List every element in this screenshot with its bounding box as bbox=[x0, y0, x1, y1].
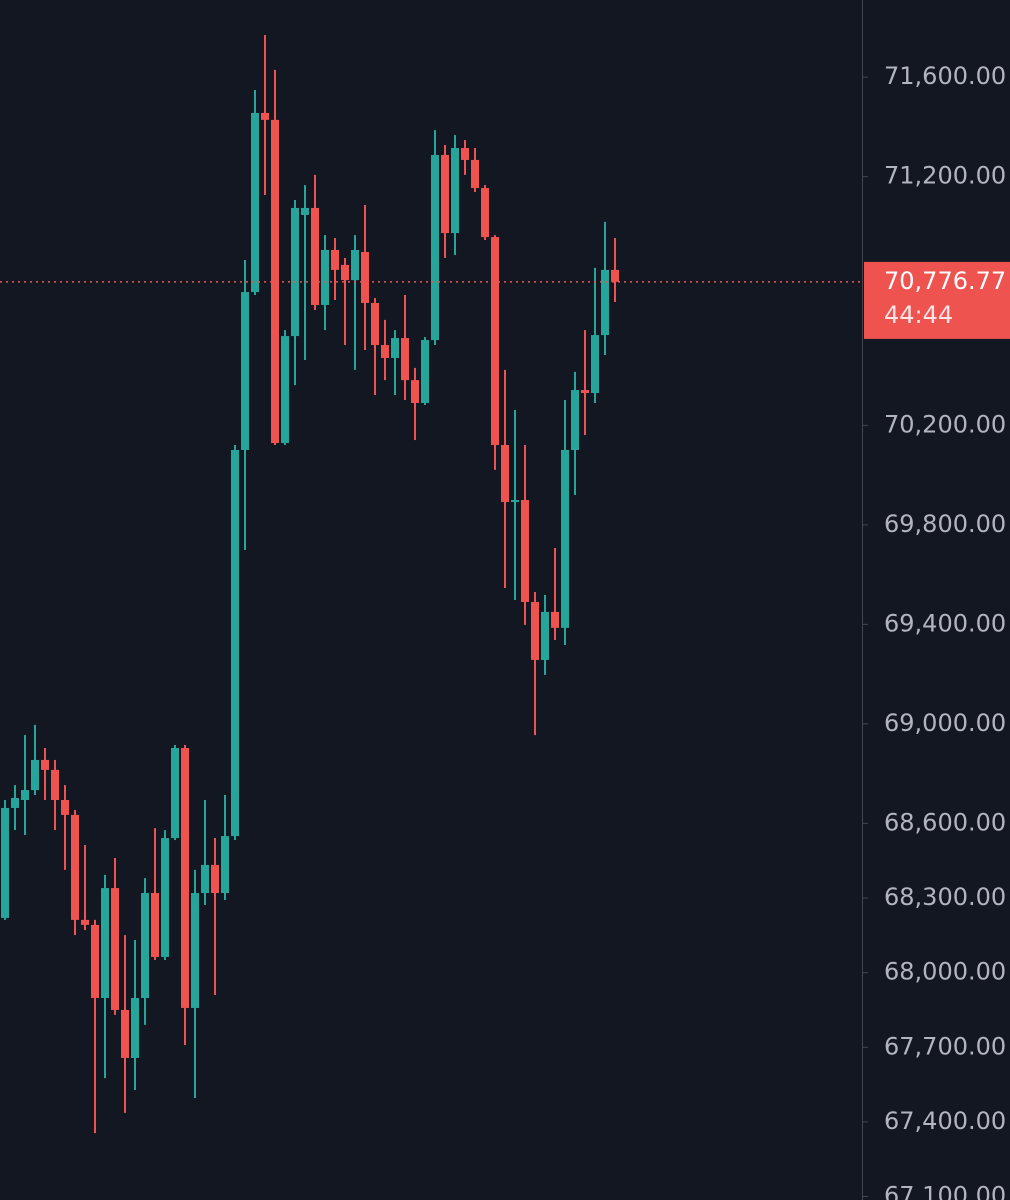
y-tick-label: 70,200.00 bbox=[884, 410, 1006, 438]
candle-body bbox=[121, 1009, 129, 1058]
candle-body bbox=[351, 250, 359, 281]
y-tick-label: 68,000.00 bbox=[884, 958, 1006, 986]
y-tick-label: 67,400.00 bbox=[884, 1107, 1006, 1135]
candle-body bbox=[511, 500, 519, 502]
last-price-label: 70,776.77 bbox=[884, 267, 1006, 295]
candle-body bbox=[561, 450, 569, 628]
candle-body bbox=[231, 450, 239, 837]
candle-body bbox=[541, 611, 549, 660]
candle-body bbox=[571, 390, 579, 450]
y-tick-label: 71,200.00 bbox=[884, 162, 1006, 190]
candle-body bbox=[481, 188, 489, 238]
candle-body bbox=[391, 338, 399, 358]
candle-body bbox=[491, 237, 499, 446]
candle-body bbox=[11, 798, 19, 808]
candle-body bbox=[281, 336, 289, 444]
candle-body bbox=[521, 500, 529, 602]
y-tick-label: 71,600.00 bbox=[884, 62, 1006, 90]
candle-body bbox=[241, 292, 249, 450]
candle-body bbox=[291, 207, 299, 337]
candle-body bbox=[581, 390, 589, 394]
candle-body bbox=[531, 601, 539, 660]
y-tick-label: 68,600.00 bbox=[884, 808, 1006, 836]
candle-body bbox=[21, 790, 29, 800]
y-tick-label: 67,700.00 bbox=[884, 1032, 1006, 1060]
candle-body bbox=[81, 919, 89, 925]
candle-body bbox=[611, 269, 619, 282]
candle-body bbox=[41, 759, 49, 770]
candle-body bbox=[591, 335, 599, 394]
candle-body bbox=[411, 380, 419, 403]
candle-body bbox=[331, 250, 339, 270]
candle-body bbox=[151, 893, 159, 957]
candle-body bbox=[181, 748, 189, 1008]
y-tick-label: 69,800.00 bbox=[884, 510, 1006, 538]
candle-body bbox=[251, 112, 259, 293]
candle-body bbox=[311, 207, 319, 305]
candle-body bbox=[191, 893, 199, 1008]
candle-body bbox=[71, 814, 79, 920]
candle-body bbox=[61, 800, 69, 815]
candle-body bbox=[261, 112, 269, 120]
candle-body bbox=[171, 748, 179, 839]
candle-body bbox=[371, 302, 379, 346]
candle-body bbox=[361, 251, 369, 303]
candle-body bbox=[51, 769, 59, 800]
candle-body bbox=[141, 893, 149, 999]
y-tick-label: 69,400.00 bbox=[884, 609, 1006, 637]
candle-body bbox=[1, 807, 9, 918]
candle-body bbox=[161, 838, 169, 957]
countdown: 44:44 bbox=[884, 301, 953, 329]
y-tick-label: 69,000.00 bbox=[884, 709, 1006, 737]
y-tick-label: 68,300.00 bbox=[884, 883, 1006, 911]
candle-body bbox=[431, 154, 439, 341]
candle-body bbox=[221, 836, 229, 894]
candle-body bbox=[441, 154, 449, 234]
candle-body bbox=[271, 119, 279, 444]
last-price-tag bbox=[864, 261, 1010, 339]
candle-body bbox=[131, 998, 139, 1058]
candle-body bbox=[421, 340, 429, 403]
candle-body bbox=[321, 250, 329, 305]
candle-body bbox=[471, 159, 479, 189]
candle-body bbox=[201, 864, 209, 894]
candle-body bbox=[381, 345, 389, 358]
candle-body bbox=[461, 148, 469, 160]
candle-body bbox=[111, 888, 119, 1010]
candle-body bbox=[301, 207, 309, 215]
candle-body bbox=[211, 864, 219, 894]
candle-body bbox=[341, 264, 349, 281]
candle-body bbox=[451, 148, 459, 234]
y-tick-label: 67,100.00 bbox=[884, 1182, 1006, 1200]
candle-body bbox=[31, 759, 39, 791]
candle-body bbox=[601, 269, 609, 336]
candle-body bbox=[101, 888, 109, 999]
candle-body bbox=[401, 338, 409, 381]
candle-body bbox=[91, 924, 99, 999]
candle-body bbox=[551, 611, 559, 628]
candle-body bbox=[501, 445, 509, 502]
